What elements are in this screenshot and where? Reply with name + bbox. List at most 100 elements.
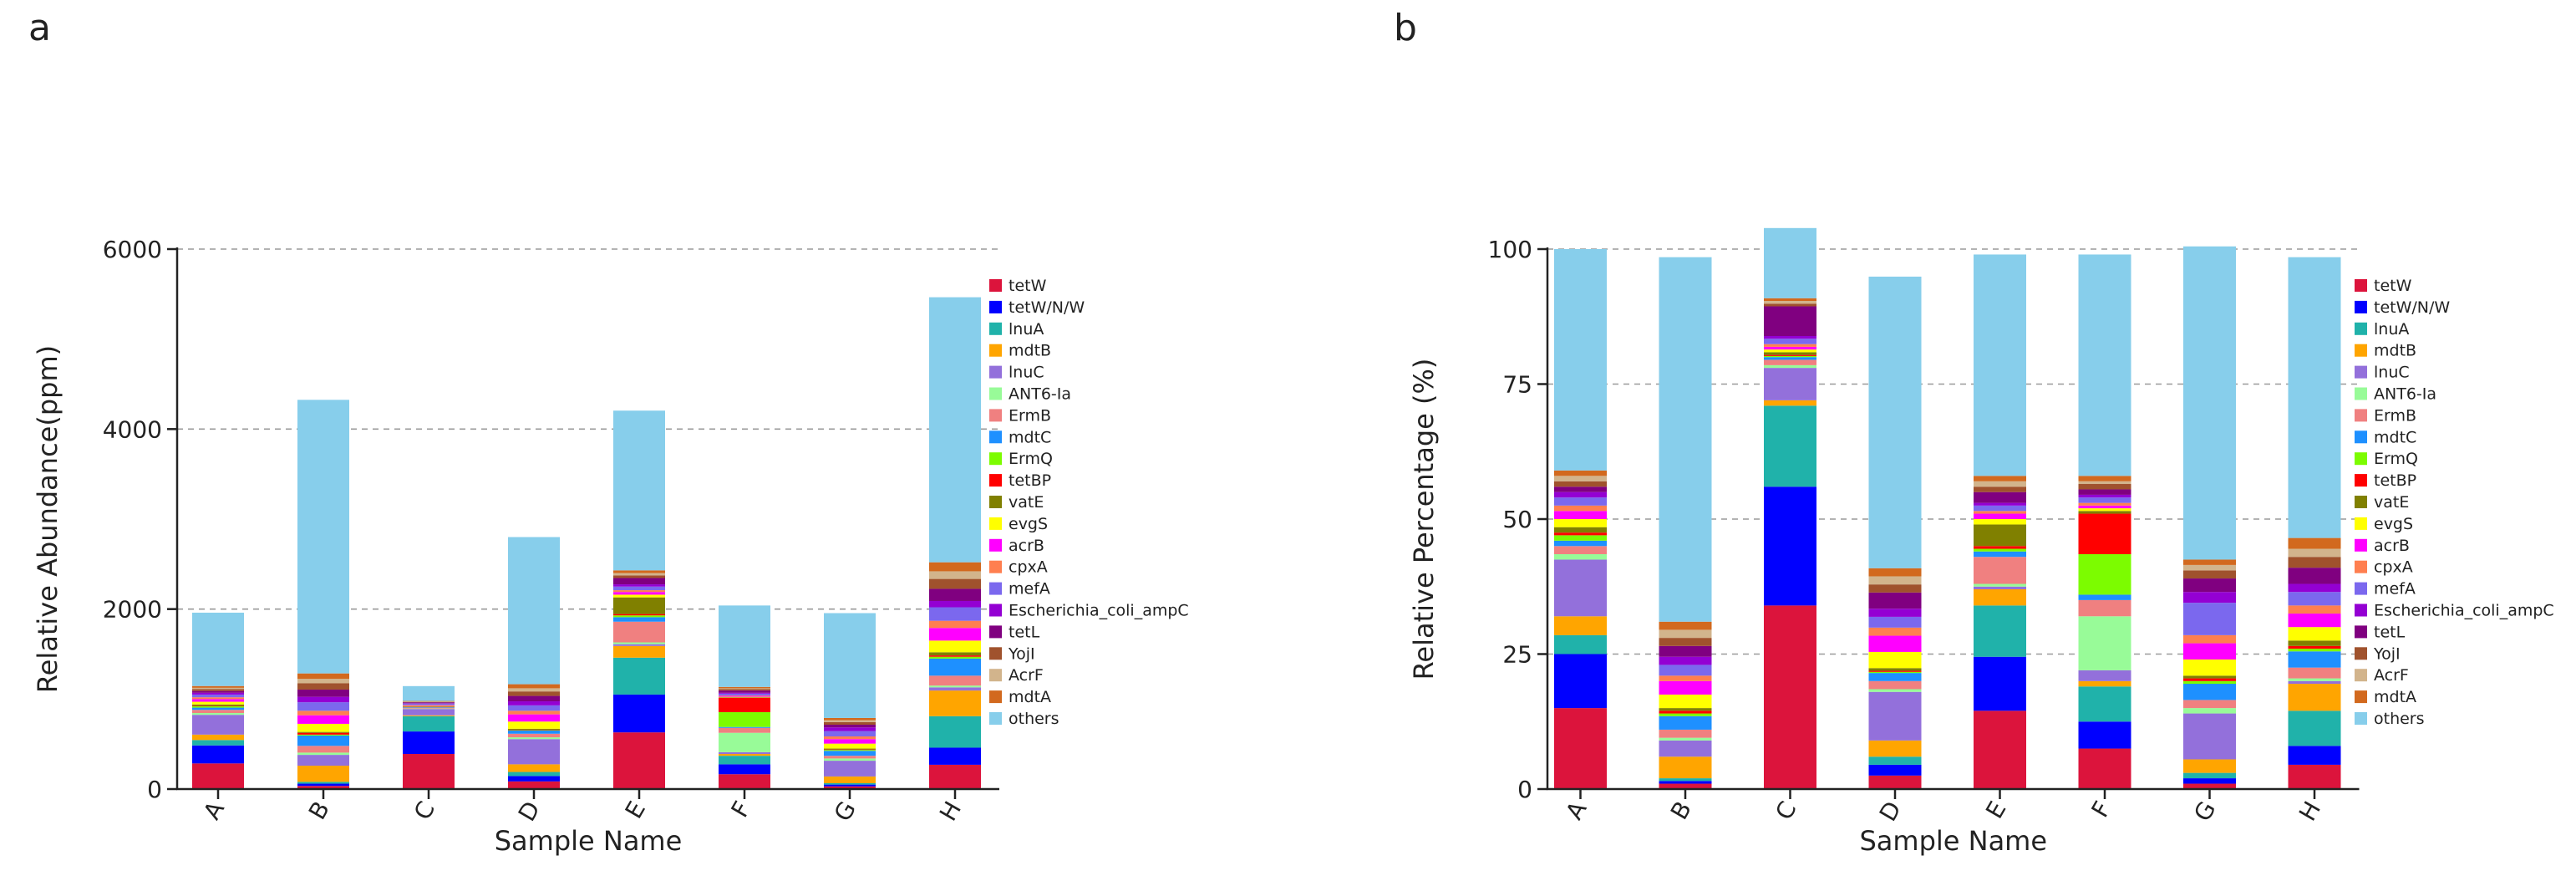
bar-segment-B-mdtC [297,735,349,746]
bar-segment-H-lnuA [2288,710,2341,746]
bar-segment-C-Escherichia_coli_ampC [403,703,455,704]
legend-swatch-lnuC [2355,365,2367,379]
legend-entry-label: ErmQ [1009,450,1053,468]
bar-segment-D-tetW [1868,775,1922,789]
bar-segment-A-tetBP [192,705,244,706]
panel-label: b [1394,7,1417,49]
bar-segment-A-ErmB [192,710,244,714]
legend-entry-label: lnuA [1009,320,1044,339]
bar-segment-G-lnuC [824,761,876,777]
bar-segment-H-vatE [929,652,981,656]
bar-segment-G-mdtC [824,751,876,756]
bar-segment-B-ANT6-Ia [1659,737,1712,741]
bar-segment-F-acrB [2078,505,2131,509]
y-tick-label: 2000 [103,596,162,624]
bar-segment-B-acrB [297,715,349,724]
bar-segment-F-tetW [719,774,770,789]
bar-segment-G-YojI [824,721,876,726]
bar-segment-G-cpxA [824,736,876,740]
legend-entry-label: mdtB [1009,342,1051,360]
bar-segment-E-mefA [1974,505,2026,512]
x-tick-label: F [725,797,756,822]
bar-segment-C-lnuA [403,716,455,732]
bar-segment-F-Escherichia_coli_ampC [719,692,770,694]
y-axis-title: Relative Abundance(ppm) [32,345,64,693]
bar-segment-H-tetBP [2288,645,2341,649]
bar-segment-G-ANT6-Ia [824,758,876,761]
bar-segment-H-tetL [2288,568,2341,584]
bar-segment-F-vatE [2078,511,2131,514]
bar-segment-A-lnuA [1554,634,1607,654]
bar-segment-E-ANT6-Ia [1974,583,2026,587]
bar-segment-E-tetBP [1974,546,2026,549]
bar-segment-A-mefA [192,694,244,698]
legend-entry-label: lnuC [1009,364,1044,382]
legend-entry-label: others [2374,710,2425,728]
bar-segment-B-mefA [297,702,349,711]
bar-segment-F-acrB [719,695,770,697]
bar-segment-C-vatE [1764,352,1816,355]
bar-segment-H-mdtB [2288,684,2341,711]
bar-segment-C-mdtA [403,700,455,702]
bar-segment-A-mdtB [192,734,244,741]
x-tick-label: D [1874,797,1907,826]
bar-segment-C-others [1764,227,1816,298]
legend-swatch-tetL [2355,625,2367,639]
bar-segment-H-ErmQ [929,656,981,659]
y-tick-label: 0 [147,776,162,803]
bar-segment-B-ErmQ [297,734,349,736]
bar-segment-B-tetBP [297,732,349,735]
bar-segment-E-evgS [613,594,665,598]
bar-segment-F-lnuA [719,756,770,765]
bar-segment-F-mdtC [2078,594,2131,600]
legend-entry-label: ErmB [2374,406,2416,425]
bar-segment-C-lnuA [1764,405,1816,487]
legend-swatch-evgS [2355,517,2367,530]
legend-swatch-acrB [2355,538,2367,552]
bar-segment-B-mdtB [1659,756,1712,779]
bar-segment-B-ErmQ [1659,713,1712,716]
bar-segment-D-evgS [1868,651,1922,669]
bar-segment-F-mdtA [2078,476,2131,481]
bar-segment-E-ErmQ [1974,548,2026,552]
bar-segment-E-cpxA [613,590,665,593]
bar-segment-H-Escherichia_coli_ampC [2288,583,2341,593]
legend-entry-label: evgS [1009,515,1048,533]
bar-segment-B-ErmB [1659,729,1712,738]
bar-segment-G-cpxA [2183,634,2236,644]
bar-segment-E-ANT6-Ia [613,642,665,644]
bar-segment-B-lnuA [1659,778,1712,782]
legend-entry-label: AcrF [2374,666,2409,685]
bar-segment-A-lnuC [1554,559,1607,617]
bar-segment-G-ErmQ [2183,680,2236,685]
legend-swatch-mdtB [2355,344,2367,357]
x-tick-label: B [303,797,335,824]
bar-segment-C-ErmB [403,707,455,709]
bar-segment-B-ErmB [297,746,349,753]
bar-segment-C-lnuC [1764,368,1816,400]
bar-segment-E-tetBP [613,614,665,616]
bar-segment-G-acrB [2183,643,2236,660]
bar-segment-G-vatE [824,748,876,750]
bar-segment-C-AcrF [403,701,455,702]
legend-swatch-ErmQ [2355,452,2367,466]
bar-segment-G-ANT6-Ia [2183,708,2236,714]
bar-segment-A-mdtA [192,685,244,688]
bar-segment-A-vatE [192,704,244,706]
bar-segment-D-ErmB [508,733,560,738]
legend-swatch-tetBP [2355,474,2367,487]
bar-segment-B-cpxA [297,710,349,716]
legend-entry-label: acrB [1009,537,1044,555]
bar-segment-D-tetW/N/W [508,776,560,782]
bar-segment-E-ErmB [613,621,665,643]
y-tick-label: 100 [1488,236,1532,263]
bar-segment-C-ErmB [1764,359,1816,365]
bar-segment-H-cpxA [2288,605,2341,614]
bar-segment-G-mdtA [2183,559,2236,565]
bar-segment-B-YojI [1659,638,1712,646]
bar-segment-E-Escherichia_coli_ampC [613,584,665,587]
legend-swatch-ANT6-Ia [2355,387,2367,400]
bar-segment-E-others [613,410,665,571]
bar-segment-H-cpxA [929,620,981,629]
legend-entry-label: tetBP [2374,471,2416,490]
